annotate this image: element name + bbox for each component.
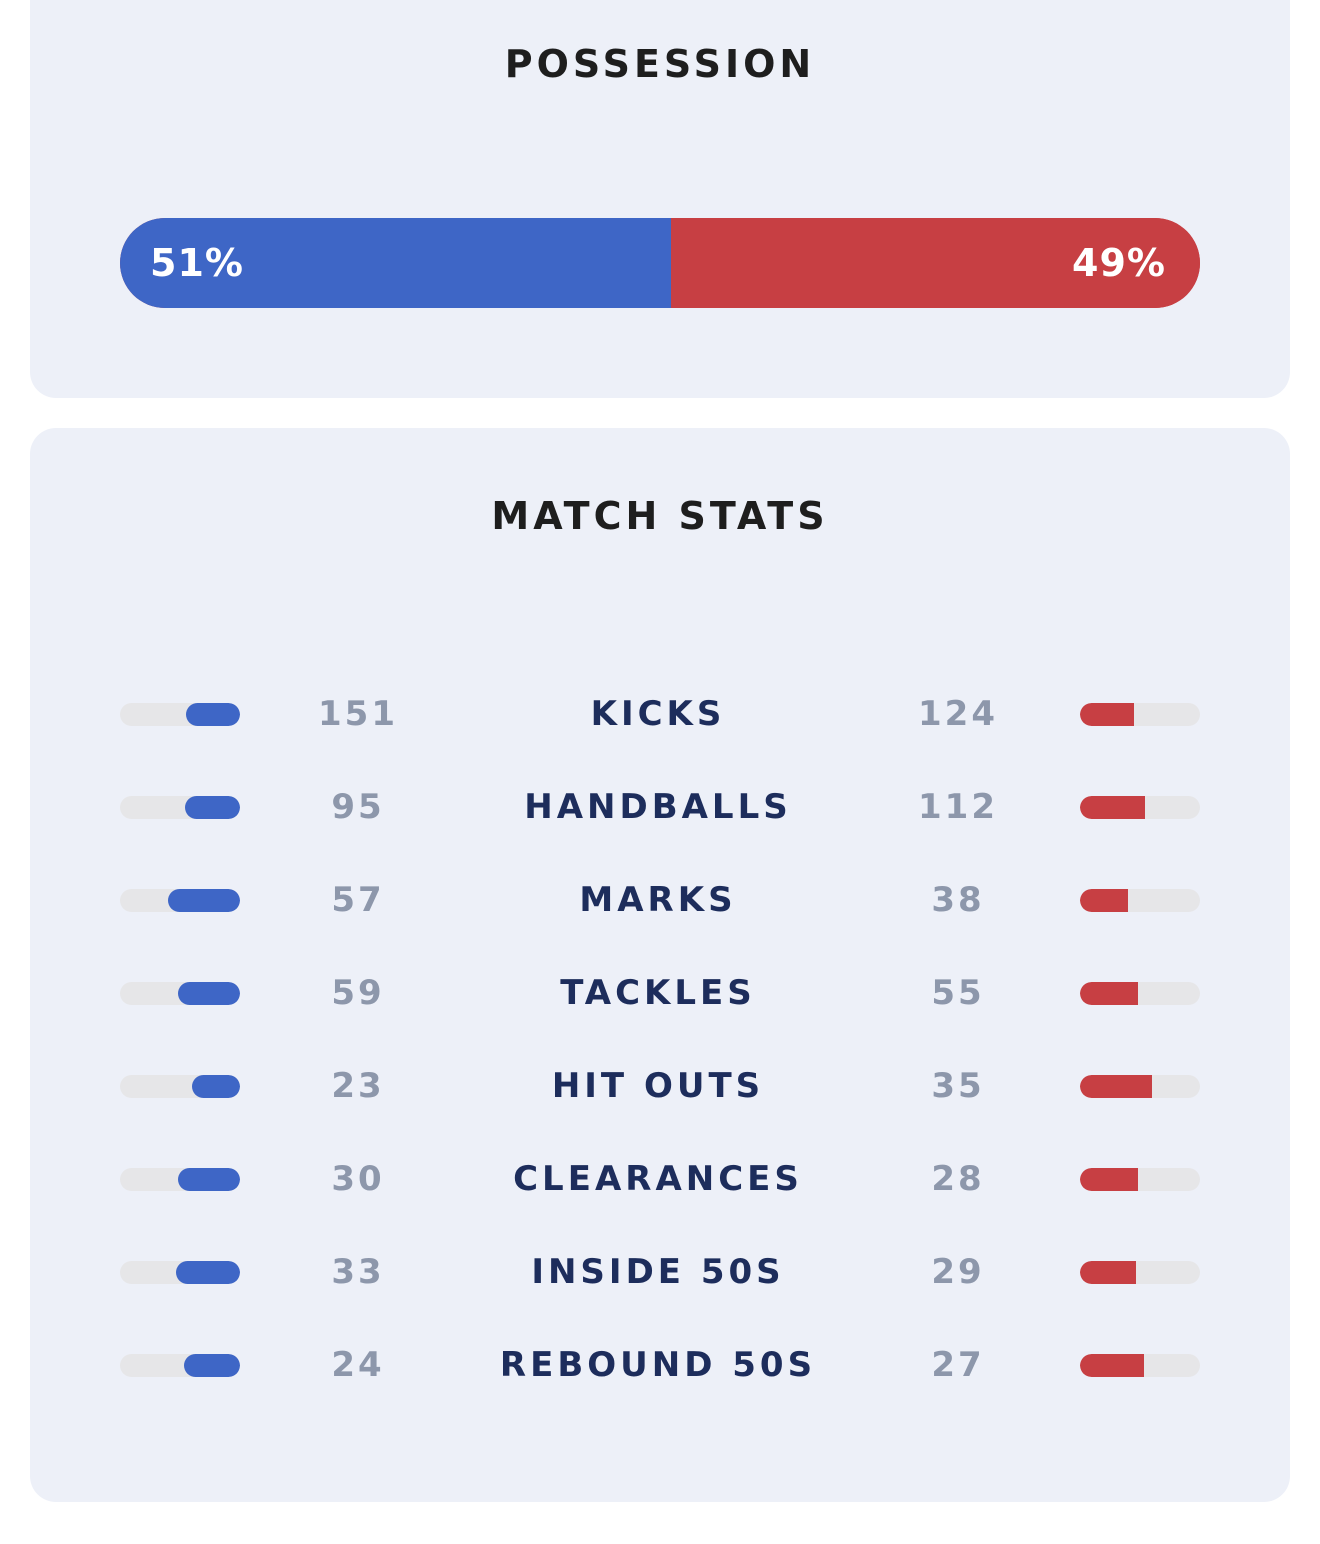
possession-home-percent: 51%	[150, 241, 244, 285]
stat-row: 30 CLEARANCES 28	[30, 1133, 1290, 1226]
away-stat-value: 28	[931, 1159, 985, 1199]
stat-name: MARKS	[579, 880, 737, 920]
match-stats-list: 151 KICKS 124 95 HANDBALLS 112 57 MARKS …	[30, 668, 1290, 1412]
away-stat-bar	[1080, 1075, 1200, 1098]
possession-card: POSSESSION 51% 49%	[30, 0, 1290, 398]
stat-row: 33 INSIDE 50S 29	[30, 1226, 1290, 1319]
stat-row: 151 KICKS 124	[30, 668, 1290, 761]
home-stat-value: 23	[331, 1066, 385, 1106]
away-stat-value: 112	[918, 787, 998, 827]
possession-bar-home	[120, 218, 671, 308]
away-stat-bar-fill	[1080, 982, 1138, 1005]
stat-row: 95 HANDBALLS 112	[30, 761, 1290, 854]
possession-title: POSSESSION	[504, 42, 816, 86]
away-stat-value: 29	[931, 1252, 985, 1292]
home-stat-bar-fill	[168, 889, 240, 912]
stat-name: HIT OUTS	[551, 1066, 765, 1106]
stat-row: 24 REBOUND 50S 27	[30, 1319, 1290, 1412]
home-stat-bar-fill	[183, 1354, 240, 1377]
away-stat-bar-fill	[1080, 703, 1134, 726]
away-stat-bar	[1080, 796, 1200, 819]
home-stat-bar	[120, 982, 240, 1005]
stat-name: TACKLES	[560, 973, 756, 1013]
stat-name: HANDBALLS	[524, 787, 792, 827]
away-stat-value: 38	[931, 880, 985, 920]
home-stat-value: 59	[331, 973, 385, 1013]
home-stat-value: 151	[318, 694, 398, 734]
home-stat-value: 33	[331, 1252, 385, 1292]
home-stat-value: 57	[331, 880, 385, 920]
home-stat-bar	[120, 1168, 240, 1191]
stat-row: 59 TACKLES 55	[30, 947, 1290, 1040]
stat-name: KICKS	[590, 694, 726, 734]
home-stat-bar	[120, 1354, 240, 1377]
home-stat-bar	[120, 703, 240, 726]
home-stat-bar-fill	[177, 1168, 240, 1191]
away-stat-bar-fill	[1080, 796, 1145, 819]
away-stat-value: 35	[931, 1066, 985, 1106]
away-stat-bar	[1080, 889, 1200, 912]
home-stat-bar-fill	[176, 1261, 240, 1284]
away-stat-bar-fill	[1080, 889, 1128, 912]
away-stat-bar	[1080, 1261, 1200, 1284]
home-stat-bar	[120, 1261, 240, 1284]
home-stat-bar-fill	[186, 703, 240, 726]
away-stat-bar	[1080, 1168, 1200, 1191]
home-stat-bar	[120, 889, 240, 912]
possession-bar-away	[670, 218, 1200, 308]
home-stat-value: 24	[331, 1345, 385, 1385]
possession-bar: 51% 49%	[120, 218, 1200, 308]
home-stat-bar-fill	[192, 1075, 240, 1098]
home-stat-bar	[120, 1075, 240, 1098]
away-stat-value: 27	[931, 1345, 985, 1385]
stat-row: 57 MARKS 38	[30, 854, 1290, 947]
match-stats-card: MATCH STATS 151 KICKS 124 95 HANDBALLS 1…	[30, 428, 1290, 1502]
away-stat-value: 124	[918, 694, 998, 734]
away-stat-bar-fill	[1080, 1261, 1137, 1284]
possession-away-percent: 49%	[1072, 241, 1166, 285]
home-stat-value: 30	[331, 1159, 385, 1199]
stat-row: 23 HIT OUTS 35	[30, 1040, 1290, 1133]
away-stat-bar-fill	[1080, 1168, 1138, 1191]
away-stat-bar-fill	[1080, 1354, 1144, 1377]
away-stat-bar	[1080, 1354, 1200, 1377]
home-stat-value: 95	[331, 787, 385, 827]
away-stat-value: 55	[931, 973, 985, 1013]
home-stat-bar-fill	[184, 796, 240, 819]
away-stat-bar	[1080, 982, 1200, 1005]
match-stats-title: MATCH STATS	[491, 494, 829, 538]
stat-name: INSIDE 50S	[531, 1252, 785, 1292]
home-stat-bar-fill	[177, 982, 240, 1005]
away-stat-bar	[1080, 703, 1200, 726]
stat-name: CLEARANCES	[513, 1159, 803, 1199]
home-stat-bar	[120, 796, 240, 819]
stat-name: REBOUND 50S	[499, 1345, 817, 1385]
away-stat-bar-fill	[1080, 1075, 1152, 1098]
